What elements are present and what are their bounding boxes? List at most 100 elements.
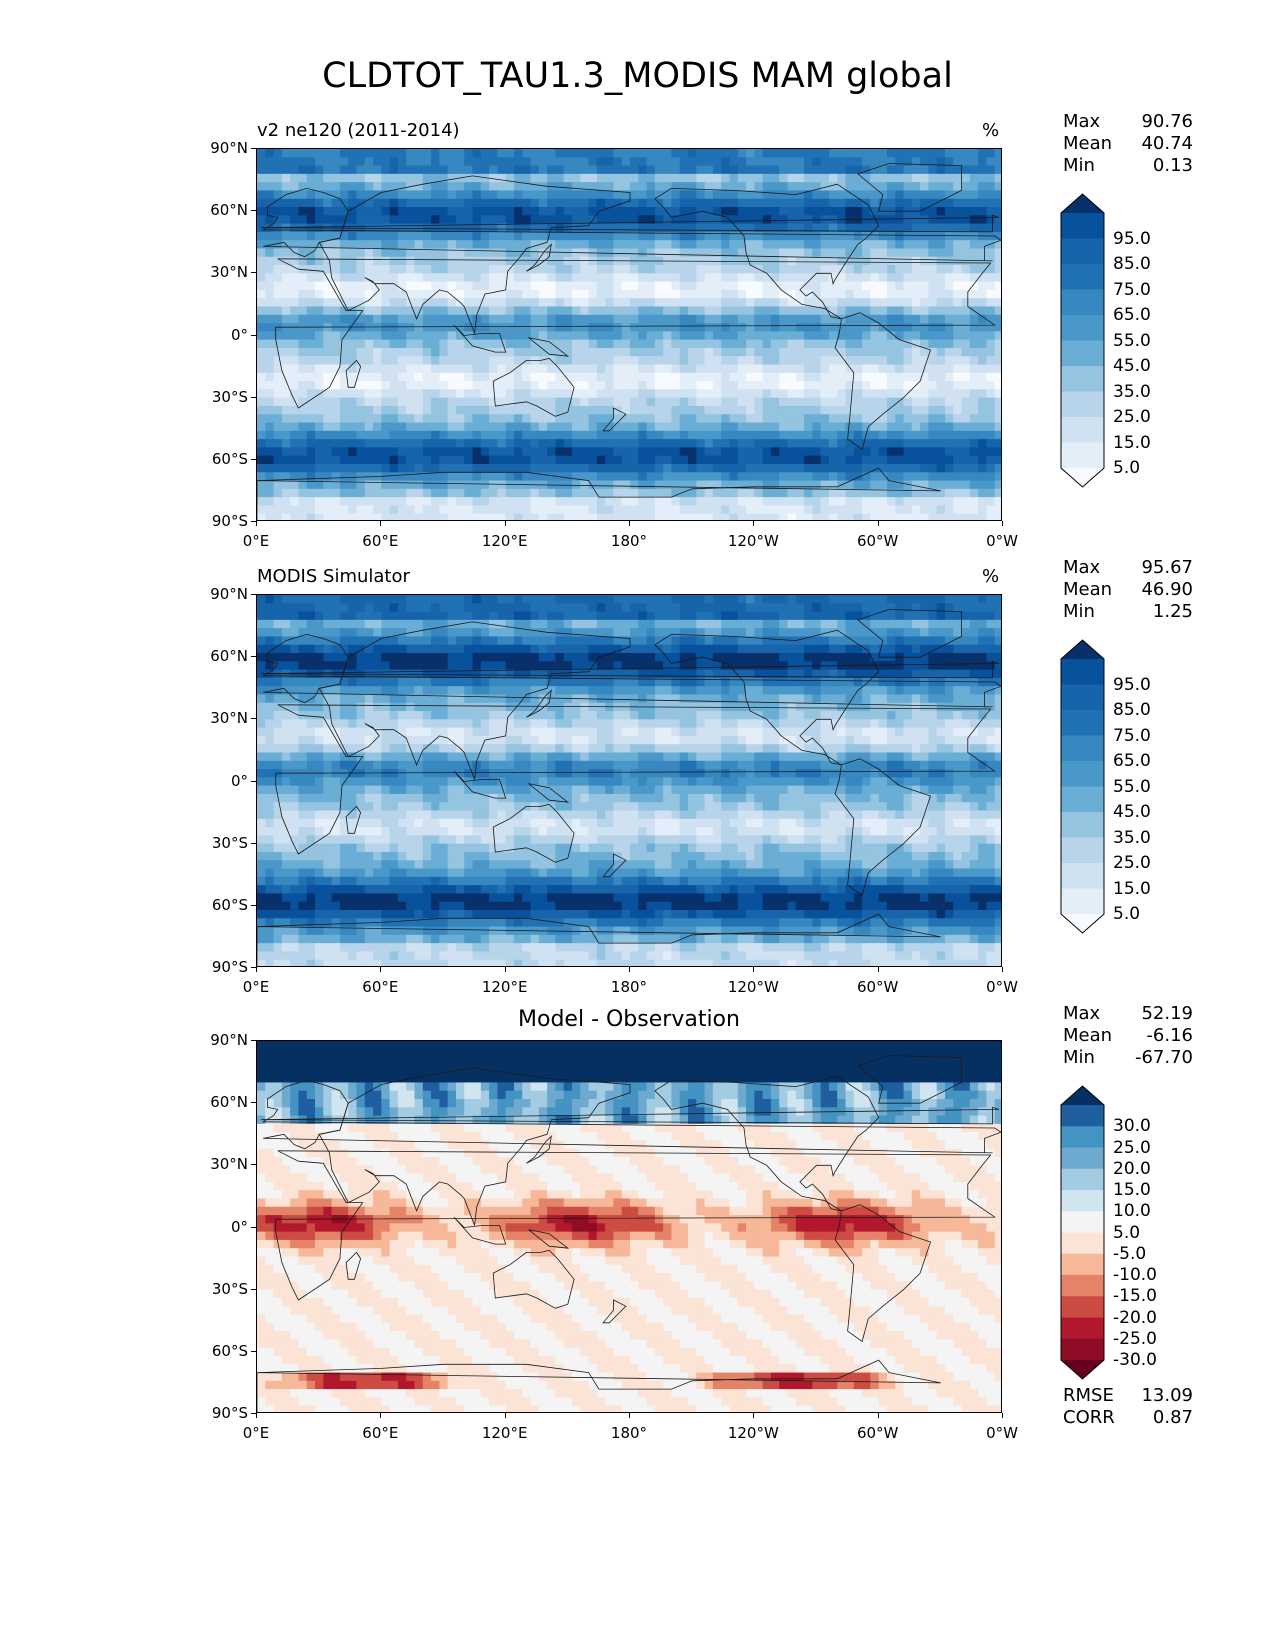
stat-name: Max <box>1063 557 1101 578</box>
stat-row-min: Min 1.25 <box>1063 601 1193 623</box>
colorbar-extend-max <box>1061 640 1104 659</box>
coastline-madagascar <box>345 359 362 388</box>
metric-name: CORR <box>1063 1407 1115 1428</box>
map-plot <box>256 1040 1002 1413</box>
stat-name: Mean <box>1063 133 1113 154</box>
lon-tick-label: 0°W <box>986 1424 1018 1442</box>
lon-tick <box>504 1413 506 1418</box>
coastline-newzealand <box>602 407 627 432</box>
panel-title-center: Model - Observation <box>518 1007 740 1032</box>
colorbar-label: 25.0 <box>1113 853 1151 873</box>
coastline-australia <box>492 357 575 417</box>
colorbar-swatch <box>1061 366 1104 392</box>
colorbar-label: 65.0 <box>1113 305 1151 325</box>
lat-tick-label: 90°S <box>211 958 248 976</box>
colorbar-swatch <box>1061 1147 1104 1170</box>
lat-tick-label: 30°S <box>211 387 248 406</box>
lon-tick <box>629 521 630 526</box>
stat-row-min: Min -67.70 <box>1063 1047 1193 1069</box>
lat-tick-label: 90°N <box>210 1031 248 1049</box>
colorbar-swatch <box>1061 1190 1104 1212</box>
colorbar-swatch <box>1061 761 1104 787</box>
lon-tick-label: 180° <box>610 1424 648 1442</box>
lon-tick <box>753 1413 755 1418</box>
coastline-antarctica <box>257 1359 941 1412</box>
colorbar-swatch <box>1061 289 1104 316</box>
colorbar-label: -15.0 <box>1113 1286 1157 1307</box>
lon-tick-label: 60°W <box>856 532 899 550</box>
colorbar-swatch <box>1061 684 1104 711</box>
lat-tick <box>251 272 256 274</box>
colorbar <box>1060 639 1105 934</box>
lat-tick <box>251 334 256 336</box>
coastline-asia <box>318 1067 631 1226</box>
lon-tick-label: 120°E <box>481 978 528 996</box>
stat-value: 46.90 <box>1141 579 1193 600</box>
lat-tick <box>251 1164 256 1166</box>
lat-tick-label: 90°S <box>211 512 248 530</box>
colorbar-extend-max <box>1061 1086 1104 1105</box>
coastline-asia <box>318 621 631 780</box>
coastline-indonesia <box>453 1216 507 1245</box>
coastline-britain <box>261 214 1000 233</box>
colorbar-swatch <box>1061 786 1104 813</box>
stats-box: Max 52.19 Mean -6.16 Min -67.70 <box>1063 1003 1193 1069</box>
lat-tick-label: 30°N <box>210 1155 248 1174</box>
stat-value: 40.74 <box>1141 133 1193 154</box>
map-field <box>257 149 1001 520</box>
colorbar-swatch <box>1061 1296 1104 1318</box>
coastline-madagascar <box>345 805 362 834</box>
lon-tick <box>753 967 755 972</box>
colorbar-label: 65.0 <box>1113 751 1151 771</box>
lon-tick-label: 0°E <box>242 1424 270 1442</box>
stat-row-max: Max 52.19 <box>1063 1003 1193 1025</box>
lat-tick-label: 0° <box>230 771 248 790</box>
colorbar-label: 95.0 <box>1113 674 1151 695</box>
colorbar-swatch <box>1061 264 1104 290</box>
lon-tick-label: 120°E <box>481 532 528 550</box>
lat-tick <box>251 904 256 906</box>
coastline-antarctica <box>257 467 941 520</box>
lon-tick <box>504 521 506 526</box>
colorbar-label: -5.0 <box>1113 1243 1147 1264</box>
coastline-indonesia <box>453 770 507 799</box>
colorbar-swatch <box>1061 1317 1104 1340</box>
coastline-antarctica <box>257 913 941 966</box>
lat-tick <box>251 148 256 149</box>
colorbar-label: 15.0 <box>1113 878 1151 899</box>
colorbar-label: 10.0 <box>1113 1201 1151 1222</box>
lat-tick <box>251 718 256 720</box>
lon-tick <box>753 521 755 526</box>
coastline-samerica <box>834 1204 932 1343</box>
lat-tick-label: 60°S <box>211 1341 248 1360</box>
lon-tick-label: 60°E <box>362 532 399 550</box>
coastline-newzealand <box>602 1299 627 1324</box>
lat-tick-label: 30°S <box>211 1279 248 1298</box>
lon-tick-label: 60°E <box>362 1424 399 1442</box>
lon-tick <box>877 521 879 526</box>
metric-name: RMSE <box>1063 1385 1114 1406</box>
colorbar-label: 25.0 <box>1113 407 1151 427</box>
map-plot <box>256 594 1002 967</box>
coastline-samerica <box>834 312 932 451</box>
colorbar-swatch <box>1061 1275 1104 1297</box>
colorbar-extend-max <box>1061 194 1104 213</box>
lon-tick <box>1002 1413 1003 1418</box>
colorbar-label: 55.0 <box>1113 330 1151 351</box>
map-field <box>257 1041 1001 1412</box>
colorbar-swatch <box>1061 442 1104 469</box>
metric-row-corr: CORR 0.87 <box>1063 1407 1193 1429</box>
stat-name: Max <box>1063 111 1101 132</box>
lon-tick <box>877 967 879 972</box>
coastline-africa <box>275 258 996 409</box>
lat-tick <box>251 594 256 595</box>
colorbar-swatch <box>1061 863 1104 889</box>
lat-tick <box>251 458 256 460</box>
stats-box: Max 90.76 Mean 40.74 Min 0.13 <box>1063 111 1193 177</box>
colorbar <box>1060 1085 1105 1380</box>
lat-tick-label: 30°S <box>211 833 248 852</box>
metric-value: 0.87 <box>1152 1407 1193 1428</box>
coastline-europe <box>261 633 1001 708</box>
colorbar <box>1060 193 1105 488</box>
stat-name: Mean <box>1063 579 1113 600</box>
